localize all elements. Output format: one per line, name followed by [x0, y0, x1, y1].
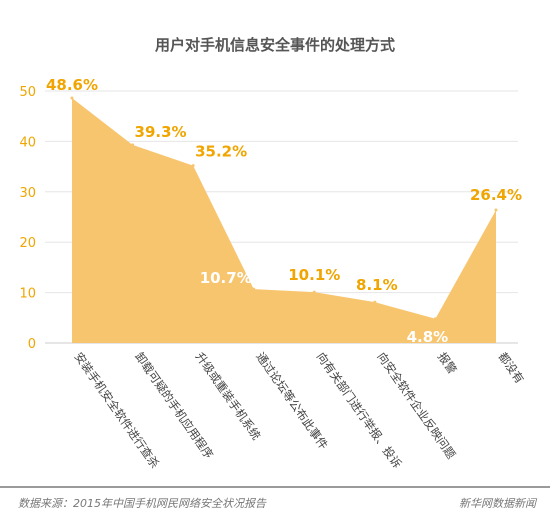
footer-source: 数据来源：2015年中国手机网民网络安全状况报告 — [18, 497, 266, 510]
data-labels: 48.6% 39.3% 35.2% 10.7% 10.1% 8.1% 4.8% 26.4% — [46, 76, 522, 346]
data-label: 26.4% — [470, 186, 522, 204]
data-label: 8.1% — [356, 276, 398, 294]
data-label: 4.8% — [407, 328, 449, 346]
data-label: 10.7% — [200, 269, 252, 287]
y-axis-ticks: 0 10 20 30 40 50 — [19, 85, 36, 352]
y-tick-label: 20 — [19, 236, 36, 251]
data-label: 39.3% — [135, 123, 187, 141]
data-point — [191, 164, 195, 168]
area-series — [70, 96, 498, 343]
x-axis-ticks: 安装手机安全软件进行查杀卸载可疑的手机应用程序升级或重装手机系统通过论坛等公布此… — [72, 350, 527, 471]
x-tick-label: 都没有 — [496, 350, 527, 386]
footer-brand: 新华网数据新闻 — [459, 497, 536, 510]
y-tick-label: 30 — [19, 186, 36, 201]
data-label: 35.2% — [195, 143, 247, 161]
x-tick-label: 报警 — [435, 350, 460, 377]
data-point — [131, 143, 135, 147]
data-point — [252, 287, 256, 291]
data-point — [70, 96, 74, 100]
y-tick-label: 0 — [28, 337, 36, 352]
footer: 数据来源：2015年中国手机网民网络安全状况报告 新华网数据新闻 — [0, 486, 550, 516]
y-tick-label: 40 — [19, 135, 36, 150]
y-tick-label: 10 — [19, 287, 36, 302]
area-fill — [72, 98, 496, 343]
y-tick-label: 50 — [19, 85, 36, 100]
data-label: 48.6% — [46, 76, 98, 94]
x-tick-label: 升级或重装手机系统 — [193, 350, 264, 443]
data-point — [494, 208, 498, 212]
data-label: 10.1% — [288, 266, 340, 284]
data-point — [312, 290, 316, 294]
chart-title: 用户对手机信息安全事件的处理方式 — [155, 36, 395, 54]
data-point — [373, 300, 377, 304]
data-point — [433, 317, 437, 321]
